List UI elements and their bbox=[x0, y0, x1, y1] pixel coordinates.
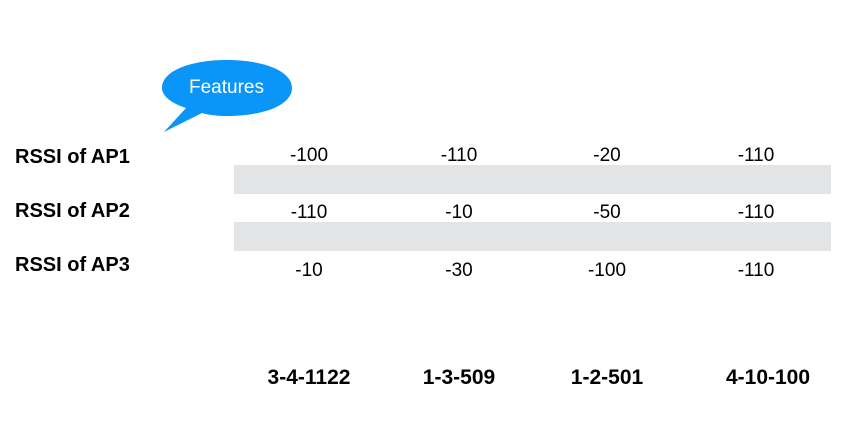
row-label-ap2: RSSI of AP2 bbox=[15, 200, 130, 222]
column-label: 1-2-501 bbox=[570, 366, 644, 389]
table-cell: -110 bbox=[737, 260, 775, 281]
table-cell: -110 bbox=[737, 202, 775, 223]
column-label: 1-3-509 bbox=[422, 366, 496, 389]
row-label-ap3: RSSI of AP3 bbox=[15, 254, 130, 276]
table-cell: -110 bbox=[440, 145, 478, 166]
table-cell: -10 bbox=[295, 260, 323, 281]
table-cell: -10 bbox=[445, 202, 473, 223]
table-cell: -110 bbox=[737, 145, 775, 166]
table-cell: -110 bbox=[290, 202, 328, 223]
row-divider-stripe bbox=[234, 222, 831, 251]
features-label: Features bbox=[189, 77, 264, 98]
features-callout: Features bbox=[160, 58, 294, 134]
table-cell: -20 bbox=[593, 145, 621, 166]
row-divider-stripe bbox=[234, 165, 831, 194]
row-label-ap1: RSSI of AP1 bbox=[15, 146, 130, 168]
column-label: 4-10-100 bbox=[725, 366, 811, 389]
table-cell: -100 bbox=[289, 145, 329, 166]
column-label: 3-4-1122 bbox=[267, 366, 351, 389]
speech-bubble-shape bbox=[162, 60, 292, 132]
table-cell: -100 bbox=[587, 260, 627, 281]
table-cell: -30 bbox=[445, 260, 473, 281]
table-cell: -50 bbox=[593, 202, 621, 223]
